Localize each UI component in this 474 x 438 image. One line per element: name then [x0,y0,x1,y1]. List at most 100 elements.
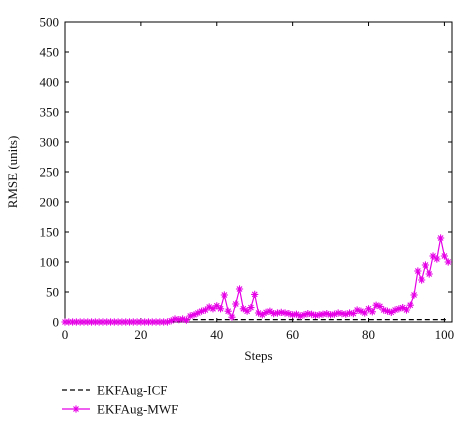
y-tick-label: 150 [40,225,60,240]
data-point [376,302,384,310]
y-axis-ticks: 0 50 100 150 200 250 300 350 400 450 500 [40,15,452,330]
legend-item-mwf: EKFAug-MWF [62,402,178,417]
data-point [122,318,130,326]
data-point [326,311,335,319]
data-point [118,318,126,326]
legend-label-icf: EKFAug-ICF [97,383,168,398]
data-point [80,318,88,326]
y-tick-label: 200 [40,195,60,210]
data-point [106,318,115,326]
data-point [175,316,183,324]
data-point [315,311,323,319]
data-point [91,318,99,326]
data-point [213,302,221,310]
data-point [114,318,122,326]
data-point [349,310,357,318]
y-tick-label: 100 [40,255,60,270]
data-point [406,301,414,309]
data-point [235,285,244,293]
data-point [182,316,191,324]
data-point [342,310,350,318]
series-mwf [61,234,452,326]
data-point [437,234,445,242]
data-point [110,318,118,326]
data-point [402,306,411,314]
data-point [68,318,77,326]
data-point [368,308,376,316]
legend-item-icf: EKFAug-ICF [62,383,168,398]
data-point [258,311,266,319]
legend-marker-star [72,405,80,413]
data-point [243,307,251,315]
x-tick-label: 40 [210,327,223,342]
data-point [171,315,179,323]
data-point [425,270,433,278]
x-tick-label: 20 [134,327,147,342]
data-point [281,309,289,317]
data-point [296,312,304,320]
plot-frame [64,21,453,323]
x-tick-label: 80 [362,327,375,342]
data-point [224,307,232,315]
data-point [418,276,426,284]
data-point [163,318,172,326]
data-point [186,312,194,320]
y-tick-label: 450 [40,45,60,60]
data-point [254,309,263,317]
data-point [65,318,73,326]
data-point [152,318,160,326]
data-point [197,307,206,315]
data-point [72,318,80,326]
data-point [429,252,437,260]
data-point [383,307,392,315]
data-point [334,309,342,317]
x-axis-label: Steps [244,348,272,363]
data-point [270,310,278,318]
data-point [205,303,213,311]
data-point [228,313,236,321]
data-point [160,318,168,326]
data-point [220,291,228,299]
data-point [292,310,301,318]
data-point [141,318,149,326]
data-point [156,318,164,326]
data-point [144,318,153,326]
data-point [380,306,388,314]
data-point [338,310,346,318]
data-point [251,290,259,298]
data-point [353,306,361,314]
data-point [345,309,354,317]
series-icf [65,319,449,323]
data-point [391,306,399,314]
data-point [190,311,198,319]
data-point [357,307,365,315]
data-point [266,307,274,315]
x-tick-label: 0 [62,327,69,342]
series-layer [61,234,452,326]
data-point [103,318,111,326]
data-point [361,309,369,317]
data-point [414,267,422,275]
data-point [311,311,320,319]
data-point [433,255,441,263]
data-point [137,318,145,326]
data-point [167,317,175,325]
data-point [364,305,373,313]
data-point [125,318,134,326]
y-tick-label: 350 [40,105,60,120]
legend-marker-mwf [72,405,80,413]
y-tick-label: 50 [46,285,59,300]
data-point [179,315,187,323]
data-point [277,308,285,316]
data-point [95,318,103,326]
data-point [304,310,312,318]
x-tick-label: 100 [435,327,455,342]
data-point [395,305,403,313]
data-point [84,318,92,326]
data-point [387,308,395,316]
data-point [148,318,156,326]
legend: EKFAug-ICF EKFAug-MWF [62,383,178,417]
data-point [76,318,84,326]
data-point [300,311,308,319]
data-point [308,310,316,318]
